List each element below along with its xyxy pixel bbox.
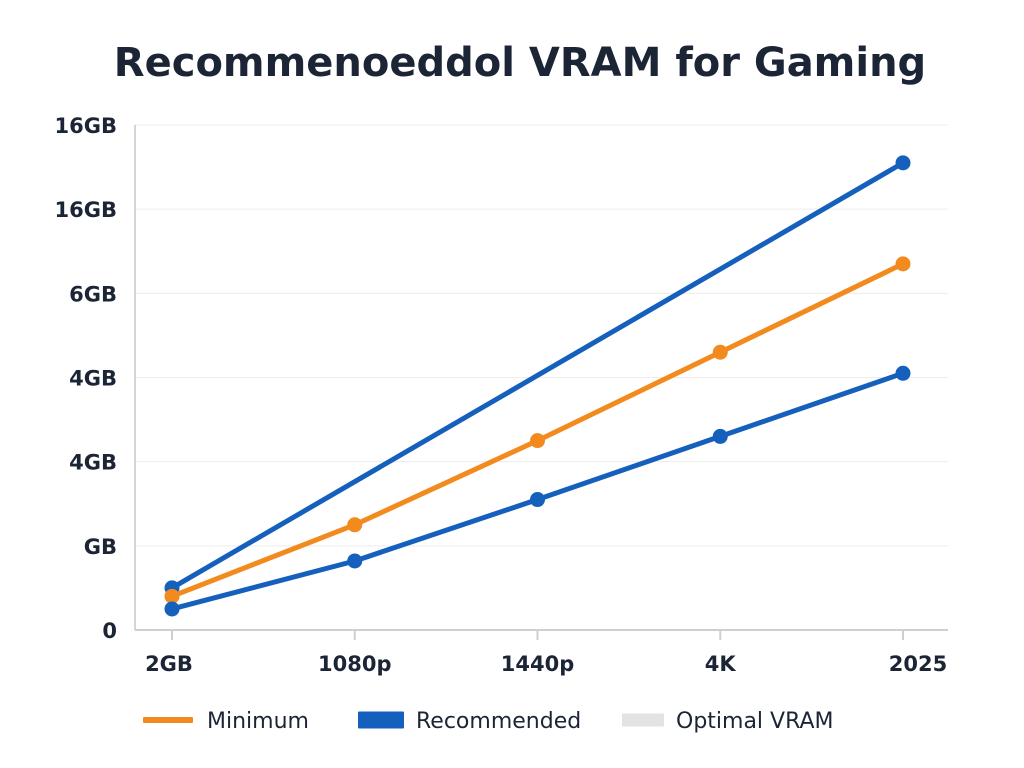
- series-lines: [164, 155, 911, 617]
- series-unlabeled-0: [164, 155, 911, 596]
- series-line: [169, 370, 906, 612]
- axes: [134, 125, 948, 631]
- data-point: [895, 155, 911, 171]
- data-point: [530, 492, 545, 508]
- data-point: [164, 601, 180, 617]
- data-point: [347, 517, 363, 533]
- series-minimum: [164, 256, 911, 604]
- data-point: [895, 365, 911, 381]
- legend-swatch: [358, 711, 404, 729]
- x-tick-label: 2GB: [145, 652, 193, 676]
- data-point: [712, 344, 728, 360]
- legend-swatch: [143, 717, 193, 723]
- chart-title: Recommenoeddol VRAM for Gaming: [114, 40, 926, 86]
- y-tick-label: 4GB: [69, 367, 117, 391]
- x-tick-label: 2025: [889, 652, 947, 676]
- y-tick-label: GB: [84, 535, 117, 559]
- x-tick-label: 4K: [705, 652, 737, 676]
- y-tick-label: 0: [102, 619, 117, 643]
- y-tick-label: 6GB: [69, 282, 117, 306]
- series-line: [169, 261, 906, 599]
- data-point: [712, 428, 728, 444]
- data-point: [895, 256, 911, 272]
- y-axis-ticks: 0 GB 4GB 4GB 6GB 16GB 16GB: [55, 114, 117, 643]
- x-tick-label: 1440p: [501, 652, 574, 676]
- data-point: [530, 433, 545, 449]
- legend-label: Optimal VRAM: [676, 709, 834, 734]
- gridlines: [135, 124, 948, 547]
- legend-swatch: [622, 713, 664, 727]
- y-tick-label: 16GB: [55, 198, 117, 222]
- series-line: [169, 160, 906, 591]
- y-tick-label: 4GB: [69, 451, 117, 475]
- legend-label: Minimum: [207, 709, 309, 734]
- data-point: [164, 588, 180, 604]
- data-point: [347, 553, 363, 569]
- x-axis-ticks: 2GB 1080p 1440p 4K 2025: [145, 630, 947, 676]
- x-tick-label: 1080p: [318, 652, 391, 676]
- series-recommended: [164, 365, 911, 617]
- y-tick-label: 16GB: [55, 114, 117, 138]
- legend: Minimum Recommended Optimal VRAM: [143, 709, 834, 734]
- legend-label: Recommended: [416, 709, 581, 734]
